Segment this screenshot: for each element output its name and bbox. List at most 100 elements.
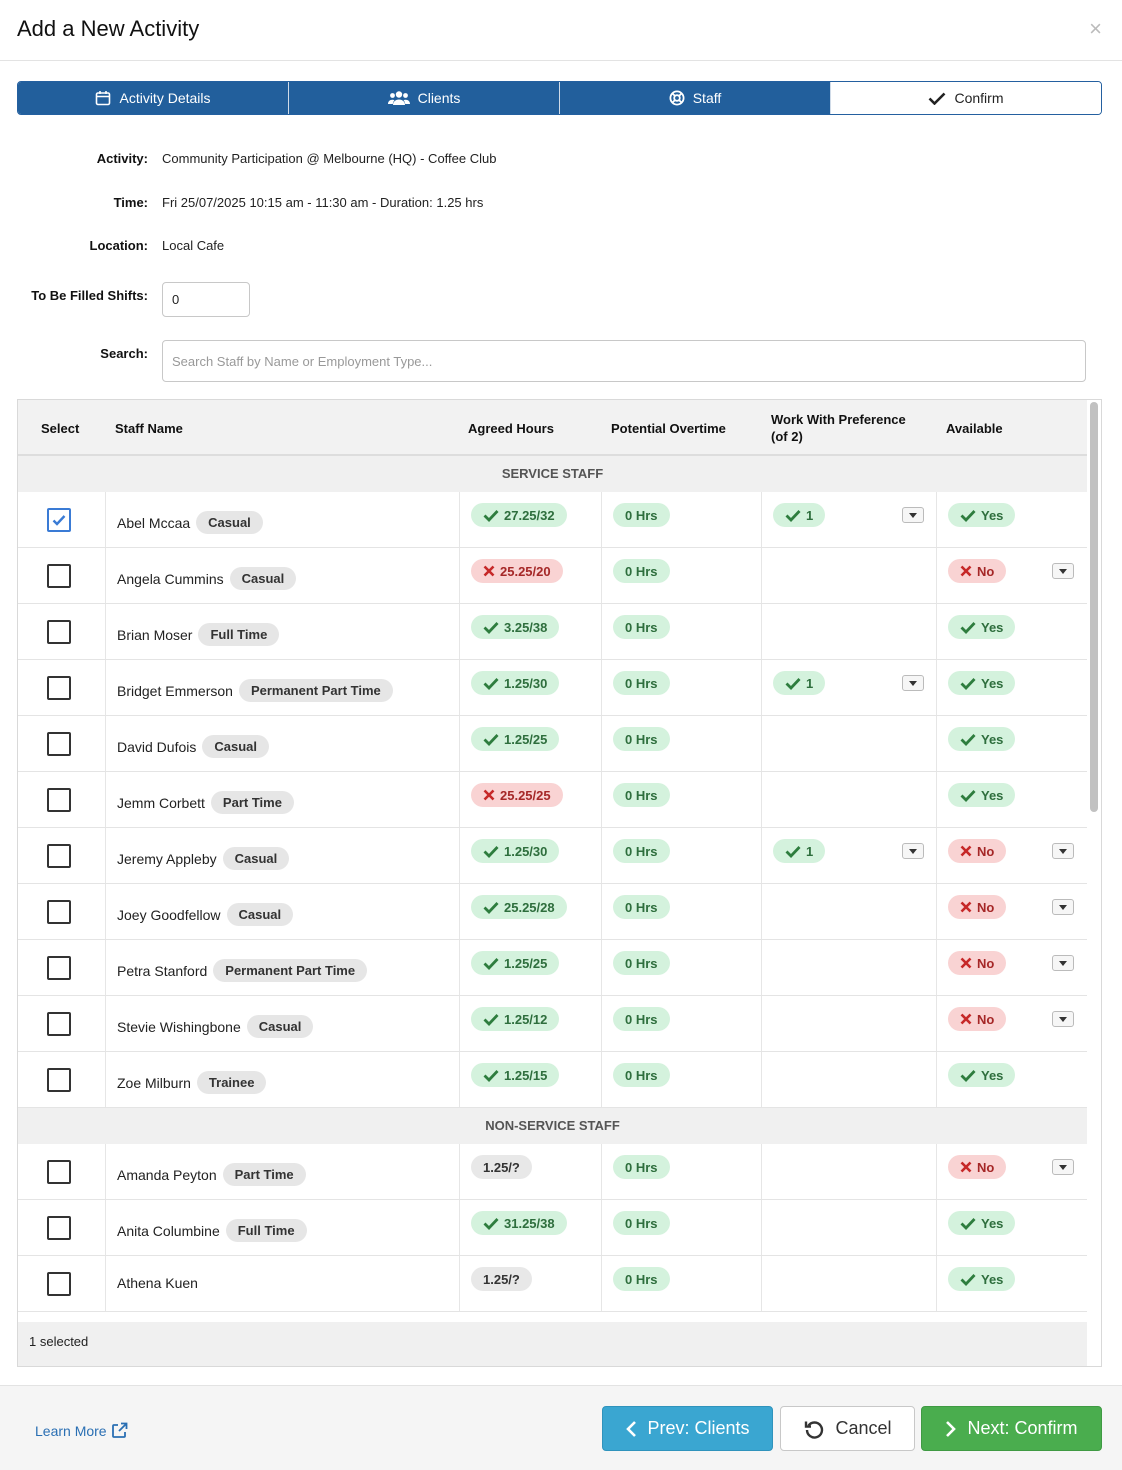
cell-divider [936, 996, 937, 1051]
check-icon [960, 733, 976, 746]
table-row[interactable]: Petra Stanford Permanent Part Time 1.25/25… [18, 940, 1087, 996]
staff-name: Amanda Peyton [117, 1166, 217, 1183]
overtime-value: 0 Hrs [625, 899, 658, 915]
select-checkbox[interactable] [47, 564, 71, 588]
shifts-input[interactable] [162, 282, 250, 317]
staff-name: Jeremy Appleby [117, 850, 217, 867]
cell-divider [601, 716, 602, 771]
overtime-value: 0 Hrs [625, 1011, 658, 1027]
select-checkbox[interactable] [47, 1216, 71, 1240]
table-row[interactable]: David Dufois Casual 1.25/25 0 Hrs Yes [18, 716, 1087, 772]
x-icon [960, 845, 972, 857]
overtime-value: 0 Hrs [625, 563, 658, 579]
agreed-hours-value: 1.25/? [483, 1159, 520, 1175]
cancel-button[interactable]: Cancel [780, 1406, 915, 1451]
overtime-value: 0 Hrs [625, 1159, 658, 1175]
table-row[interactable]: Jeremy Appleby Casual 1.25/30 0 Hrs 1 No [18, 828, 1087, 884]
next-confirm-button[interactable]: Next: Confirm [921, 1406, 1102, 1451]
col-work-with-preference-line2: (of 2) [771, 429, 803, 444]
select-checkbox[interactable] [47, 844, 71, 868]
overtime-value: 0 Hrs [625, 619, 658, 635]
preference-dropdown[interactable] [902, 843, 924, 859]
agreed-hours-badge: 1.25/30 [471, 839, 560, 863]
availability-dropdown[interactable] [1052, 955, 1074, 971]
staff-name-cell: Brian Moser Full Time [117, 623, 280, 646]
select-checkbox[interactable] [47, 1012, 71, 1036]
availability-dropdown[interactable] [1052, 899, 1074, 915]
overtime-value: 0 Hrs [625, 1271, 658, 1287]
table-row[interactable]: Amanda Peyton Part Time 1.25/? 0 Hrs No [18, 1144, 1087, 1200]
close-icon[interactable]: × [1089, 16, 1102, 41]
group-header: NON-SERVICE STAFF [18, 1108, 1087, 1144]
cell-divider [761, 660, 762, 715]
agreed-hours-badge: 1.25/12 [471, 1007, 560, 1031]
table-row[interactable]: Anita Columbine Full Time 31.25/38 0 Hrs Yes [18, 1200, 1087, 1256]
employment-type-badge: Full Time [225, 1219, 307, 1242]
available-badge: Yes [948, 615, 1016, 639]
step-confirm[interactable]: Confirm [831, 82, 1101, 114]
learn-more-link[interactable]: Learn More [35, 1422, 128, 1439]
preference-dropdown[interactable] [902, 675, 924, 691]
select-checkbox[interactable] [47, 956, 71, 980]
overtime-value: 0 Hrs [625, 1215, 658, 1231]
select-checkbox[interactable] [47, 508, 71, 532]
table-row[interactable]: Jemm Corbett Part Time 25.25/25 0 Hrs Yes [18, 772, 1087, 828]
overtime-badge: 0 Hrs [613, 559, 670, 583]
step-label: Confirm [954, 90, 1004, 106]
available-value: No [977, 563, 995, 579]
select-checkbox[interactable] [47, 1160, 71, 1184]
available-badge: Yes [948, 1063, 1016, 1087]
cell-divider [936, 884, 937, 939]
agreed-hours-badge: 25.25/25 [471, 783, 563, 807]
table-row[interactable]: Bridget Emmerson Permanent Part Time 1.25/… [18, 660, 1087, 716]
select-checkbox[interactable] [47, 620, 71, 644]
cell-divider [105, 1144, 106, 1199]
table-row[interactable]: Abel Mccaa Casual 27.25/32 0 Hrs 1 Yes [18, 492, 1087, 548]
select-checkbox[interactable] [47, 788, 71, 812]
select-checkbox[interactable] [47, 732, 71, 756]
staff-name-cell: Jeremy Appleby Casual [117, 847, 290, 870]
step-activity-details[interactable]: Activity Details [18, 82, 289, 114]
prev-clients-button[interactable]: Prev: Clients [602, 1406, 773, 1451]
cell-divider [105, 660, 106, 715]
x-icon [960, 1161, 972, 1173]
step-staff[interactable]: Staff [560, 82, 831, 114]
table-row[interactable]: Zoe Milburn Trainee 1.25/15 0 Hrs Yes [18, 1052, 1087, 1108]
cell-divider [761, 884, 762, 939]
search-input[interactable] [162, 340, 1086, 382]
select-checkbox[interactable] [47, 900, 71, 924]
availability-dropdown[interactable] [1052, 1011, 1074, 1027]
check-icon [785, 677, 801, 690]
group-header: SERVICE STAFF [18, 456, 1087, 492]
availability-dropdown[interactable] [1052, 1159, 1074, 1175]
cell-divider [105, 1256, 106, 1311]
select-checkbox[interactable] [47, 1068, 71, 1092]
table-scrollbar[interactable] [1090, 402, 1098, 812]
cell-divider [601, 1200, 602, 1255]
overtime-badge: 0 Hrs [613, 1211, 670, 1235]
table-row[interactable]: Joey Goodfellow Casual 25.25/28 0 Hrs No [18, 884, 1087, 940]
select-checkbox[interactable] [47, 1272, 71, 1296]
x-icon [960, 1013, 972, 1025]
table-row[interactable]: Brian Moser Full Time 3.25/38 0 Hrs Yes [18, 604, 1087, 660]
staff-name: Joey Goodfellow [117, 906, 221, 923]
staff-name-cell: Stevie Wishingbone Casual [117, 1015, 314, 1038]
step-clients[interactable]: Clients [289, 82, 560, 114]
table-row[interactable]: Angela Cummins Casual 25.25/20 0 Hrs No [18, 548, 1087, 604]
availability-dropdown[interactable] [1052, 843, 1074, 859]
available-value: No [977, 1011, 995, 1027]
staff-name: Petra Stanford [117, 962, 208, 979]
cell-divider [105, 828, 106, 883]
x-icon [960, 565, 972, 577]
staff-name-cell: Bridget Emmerson Permanent Part Time [117, 679, 393, 702]
preference-dropdown[interactable] [902, 507, 924, 523]
check-icon [960, 1273, 976, 1286]
table-row[interactable]: Athena Kuen 1.25/? 0 Hrs Yes [18, 1256, 1087, 1312]
cell-divider [936, 1052, 937, 1107]
table-row[interactable]: Stevie Wishingbone Casual 1.25/12 0 Hrs No [18, 996, 1087, 1052]
select-checkbox[interactable] [47, 676, 71, 700]
wizard-steps: Activity Details Clients Staff Confirm [17, 81, 1102, 115]
employment-type-badge: Part Time [210, 791, 294, 814]
agreed-hours-value: 25.25/28 [504, 899, 555, 915]
availability-dropdown[interactable] [1052, 563, 1074, 579]
